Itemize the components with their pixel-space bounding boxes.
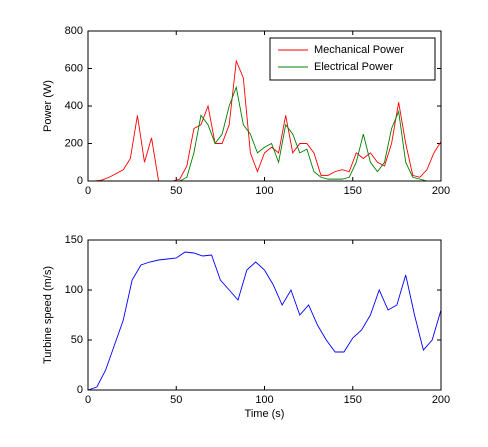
legend-box bbox=[269, 37, 436, 81]
y-tick-label: 100 bbox=[65, 284, 83, 296]
x-tick-label: 200 bbox=[432, 394, 450, 406]
x-tick-label: 50 bbox=[170, 185, 182, 197]
y-tick-label: 0 bbox=[77, 175, 83, 187]
x-tick-label: 0 bbox=[85, 185, 91, 197]
data-line bbox=[87, 251, 442, 391]
y-tick-label: 400 bbox=[65, 100, 83, 112]
x-tick-label: 150 bbox=[344, 185, 362, 197]
x-tick-label: 150 bbox=[344, 394, 362, 406]
x-tick-label: 100 bbox=[255, 185, 273, 197]
y-axis-label: Turbine speed (m/s) bbox=[42, 266, 54, 364]
legend-label: Mechanical Power bbox=[314, 44, 404, 56]
y-tick-label: 800 bbox=[65, 25, 83, 37]
x-tick-label: 100 bbox=[255, 394, 273, 406]
x-tick-label: 0 bbox=[85, 394, 91, 406]
y-tick-label: 200 bbox=[65, 137, 83, 149]
y-axis-label: Power (W) bbox=[42, 80, 54, 132]
y-tick-label: 0 bbox=[77, 384, 83, 396]
x-tick-label: 200 bbox=[432, 185, 450, 197]
y-tick-label: 150 bbox=[65, 234, 83, 246]
x-tick-label: 50 bbox=[170, 394, 182, 406]
y-tick-label: 50 bbox=[71, 334, 83, 346]
legend-label: Electrical Power bbox=[314, 61, 393, 73]
plot-area bbox=[88, 240, 441, 390]
axes-box bbox=[87, 30, 442, 182]
axes-box bbox=[87, 239, 442, 391]
y-tick-label: 600 bbox=[65, 62, 83, 74]
x-axis-label: Time (s) bbox=[245, 408, 285, 420]
